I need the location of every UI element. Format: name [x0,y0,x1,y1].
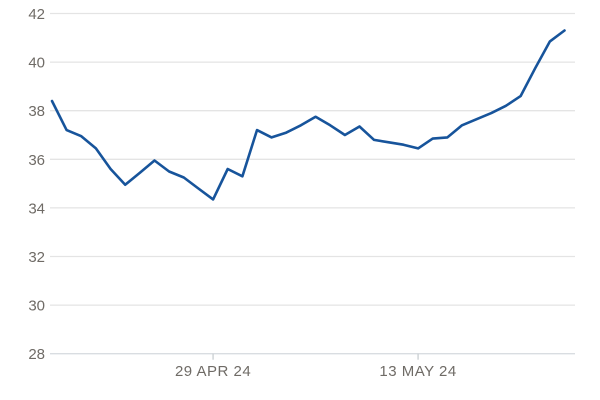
y-tick-label-34: 34 [28,200,45,217]
x-axis-labels: 29 APR 24 13 MAY 24 [175,363,456,380]
x-tick-label-1: 13 MAY 24 [379,363,456,380]
y-tick-label-40: 40 [28,55,45,72]
y-tick-label-38: 38 [28,103,45,120]
y-tick-label-36: 36 [28,152,45,169]
x-axis-ticks [212,353,419,360]
price-line [50,29,566,201]
y-axis-labels: 42 40 38 36 34 32 30 28 [28,6,45,363]
price-series [50,29,566,201]
gridlines [50,12,575,355]
y-tick-label-28: 28 [28,346,45,363]
y-tick-label-32: 32 [28,249,45,266]
y-tick-label-30: 30 [28,298,45,315]
y-tick-label-42: 42 [28,6,45,23]
x-tick-label-0: 29 APR 24 [175,363,251,380]
